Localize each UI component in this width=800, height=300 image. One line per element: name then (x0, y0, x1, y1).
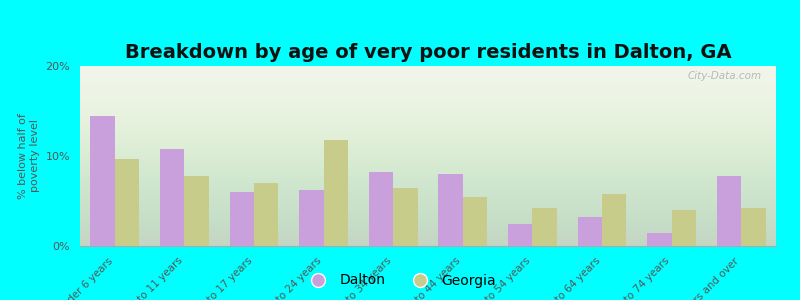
Bar (254, 183, 278, 246)
Bar (647, 232, 672, 246)
Bar (160, 149, 185, 246)
Bar (185, 176, 209, 246)
Bar (742, 208, 766, 246)
Bar (717, 176, 741, 246)
Bar (299, 190, 324, 246)
Text: City-Data.com: City-Data.com (688, 71, 762, 81)
Bar (230, 192, 254, 246)
Legend: Dalton, Georgia: Dalton, Georgia (299, 268, 501, 293)
Bar (508, 224, 533, 246)
Y-axis label: % below half of
poverty level: % below half of poverty level (18, 113, 40, 199)
Bar (394, 188, 418, 246)
Bar (672, 210, 696, 246)
Bar (578, 217, 602, 246)
Bar (369, 172, 394, 246)
Bar (438, 174, 462, 246)
Bar (323, 140, 348, 246)
Bar (533, 208, 557, 246)
Bar (115, 159, 139, 246)
Bar (463, 196, 487, 246)
Title: Breakdown by age of very poor residents in Dalton, GA: Breakdown by age of very poor residents … (125, 43, 731, 62)
Bar (90, 116, 115, 246)
Bar (602, 194, 626, 246)
